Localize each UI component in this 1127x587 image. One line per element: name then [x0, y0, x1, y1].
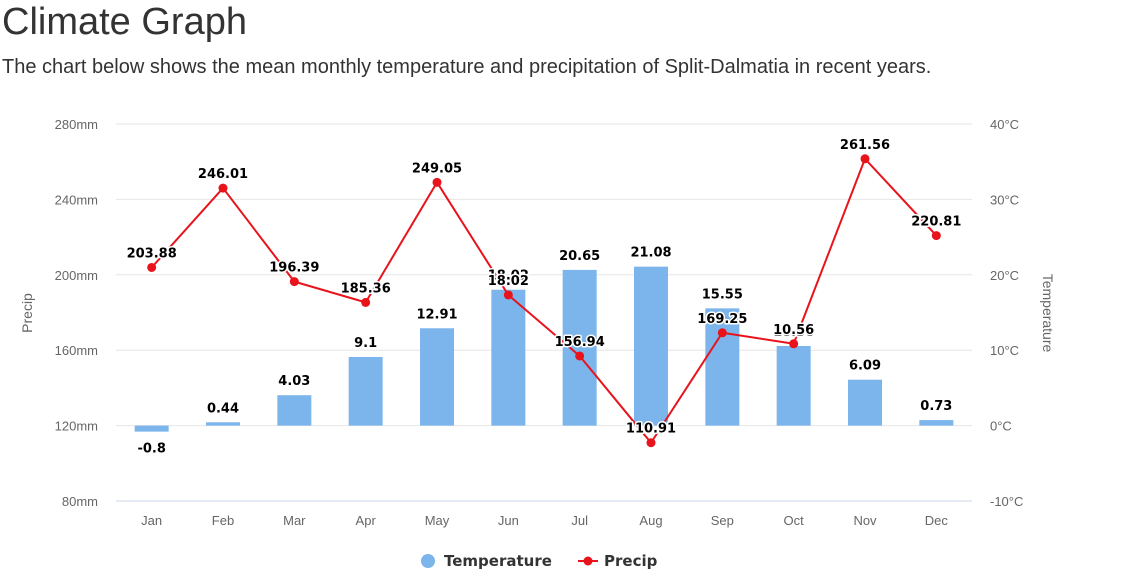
precip-data-label: 10.56 [773, 323, 814, 338]
temperature-data-label: 18.02 [488, 269, 529, 284]
page-title: Climate Graph [2, 1, 247, 43]
x-tick-label: Jan [141, 513, 162, 528]
precip-point[interactable] [931, 231, 941, 241]
temperature-data-label: 20.65 [559, 249, 600, 264]
x-tick-label: Sep [711, 513, 734, 528]
precip-data-label: 18.02 [488, 274, 529, 289]
legend-precip-symbol[interactable] [583, 556, 593, 566]
y-left-tick-label: 80mm [62, 494, 98, 509]
y-left-tick-label: 120mm [55, 419, 98, 434]
precip-point[interactable] [289, 277, 299, 287]
y-left-tick-label: 160mm [55, 343, 98, 358]
x-tick-label: Mar [283, 513, 306, 528]
precip-data-label: 246.01 [198, 167, 248, 182]
y-right-tick-label: 30°C [990, 192, 1019, 207]
precip-data-label: 156.94 [555, 335, 605, 350]
temperature-bar[interactable] [348, 356, 383, 426]
precip-data-label: 249.05 [412, 161, 462, 176]
x-tick-label: Oct [784, 513, 805, 528]
temperature-bar[interactable] [634, 266, 668, 426]
temperature-data-label: 4.03 [278, 374, 310, 389]
precip-line [150, 157, 938, 444]
temperature-bar[interactable] [134, 425, 169, 432]
temperature-data-label: 0.73 [920, 399, 952, 414]
precip-point[interactable] [147, 262, 157, 272]
y-left-tick-label: 240mm [55, 192, 98, 207]
precip-point[interactable] [860, 154, 870, 164]
x-tick-label: Jul [571, 513, 588, 528]
temperature-bar[interactable] [491, 289, 526, 426]
temperature-bar[interactable] [277, 395, 312, 426]
precip-data-label: 110.91 [626, 422, 676, 437]
precip-data-label: 196.39 [269, 261, 319, 276]
page-subtitle: The chart below shows the mean monthly t… [2, 56, 932, 78]
precip-data-label: 220.81 [911, 215, 961, 230]
temperature-bar[interactable] [776, 345, 811, 426]
precip-point[interactable] [218, 183, 228, 193]
x-tick-label: May [425, 513, 450, 528]
temperature-bar[interactable] [848, 379, 882, 426]
temperature-data-label: 0.44 [207, 401, 239, 416]
temperature-bar[interactable] [919, 420, 954, 426]
temperature-data-label: -0.8 [137, 442, 165, 457]
temperature-data-label: 10.56 [773, 325, 814, 340]
precip-data-label: 169.25 [697, 312, 747, 327]
precip-point[interactable] [717, 328, 727, 338]
temperature-data-label: 15.55 [702, 287, 743, 302]
temperature-bar[interactable] [206, 422, 240, 426]
x-tick-label: Nov [853, 513, 877, 528]
y-right-tick-label: 40°C [990, 117, 1019, 132]
temperature-data-label: 21.08 [630, 246, 671, 261]
y-right-tick-label: 0°C [990, 419, 1012, 434]
temperature-data-label: 6.09 [849, 359, 881, 374]
precip-point[interactable] [789, 339, 799, 349]
legend-temperature-label[interactable]: Temperature [444, 552, 552, 570]
x-tick-label: Dec [925, 513, 949, 528]
x-tick-label: Feb [212, 513, 234, 528]
y-right-tick-label: 10°C [990, 343, 1019, 358]
precip-point[interactable] [432, 177, 442, 187]
x-tick-label: Jun [498, 513, 519, 528]
y-right-tick-label: 20°C [990, 268, 1019, 283]
precip-data-label: 261.56 [840, 138, 890, 153]
y-right-axis-title: Temperature [1040, 274, 1056, 353]
precip-data-label: 203.88 [127, 246, 177, 261]
y-left-tick-label: 280mm [55, 117, 98, 132]
temperature-bar[interactable] [705, 308, 740, 426]
y-left-axis-title: Precip [19, 293, 35, 333]
x-tick-label: Aug [639, 513, 662, 528]
legend-precip-label[interactable]: Precip [604, 552, 658, 570]
precip-point[interactable] [503, 290, 513, 300]
temperature-bar[interactable] [420, 328, 454, 426]
y-right-tick-label: -10°C [990, 494, 1023, 509]
temperature-data-label: 12.91 [416, 307, 457, 322]
temperature-bar[interactable] [562, 269, 597, 426]
precip-point[interactable] [646, 438, 656, 448]
x-tick-label: Apr [356, 513, 377, 528]
precip-point[interactable] [361, 297, 371, 307]
y-left-tick-label: 200mm [55, 268, 98, 283]
precip-data-label: 185.36 [341, 281, 391, 296]
legend-temperature-symbol[interactable] [421, 554, 435, 568]
precip-point[interactable] [575, 351, 585, 361]
temperature-data-label: 9.1 [354, 336, 377, 351]
